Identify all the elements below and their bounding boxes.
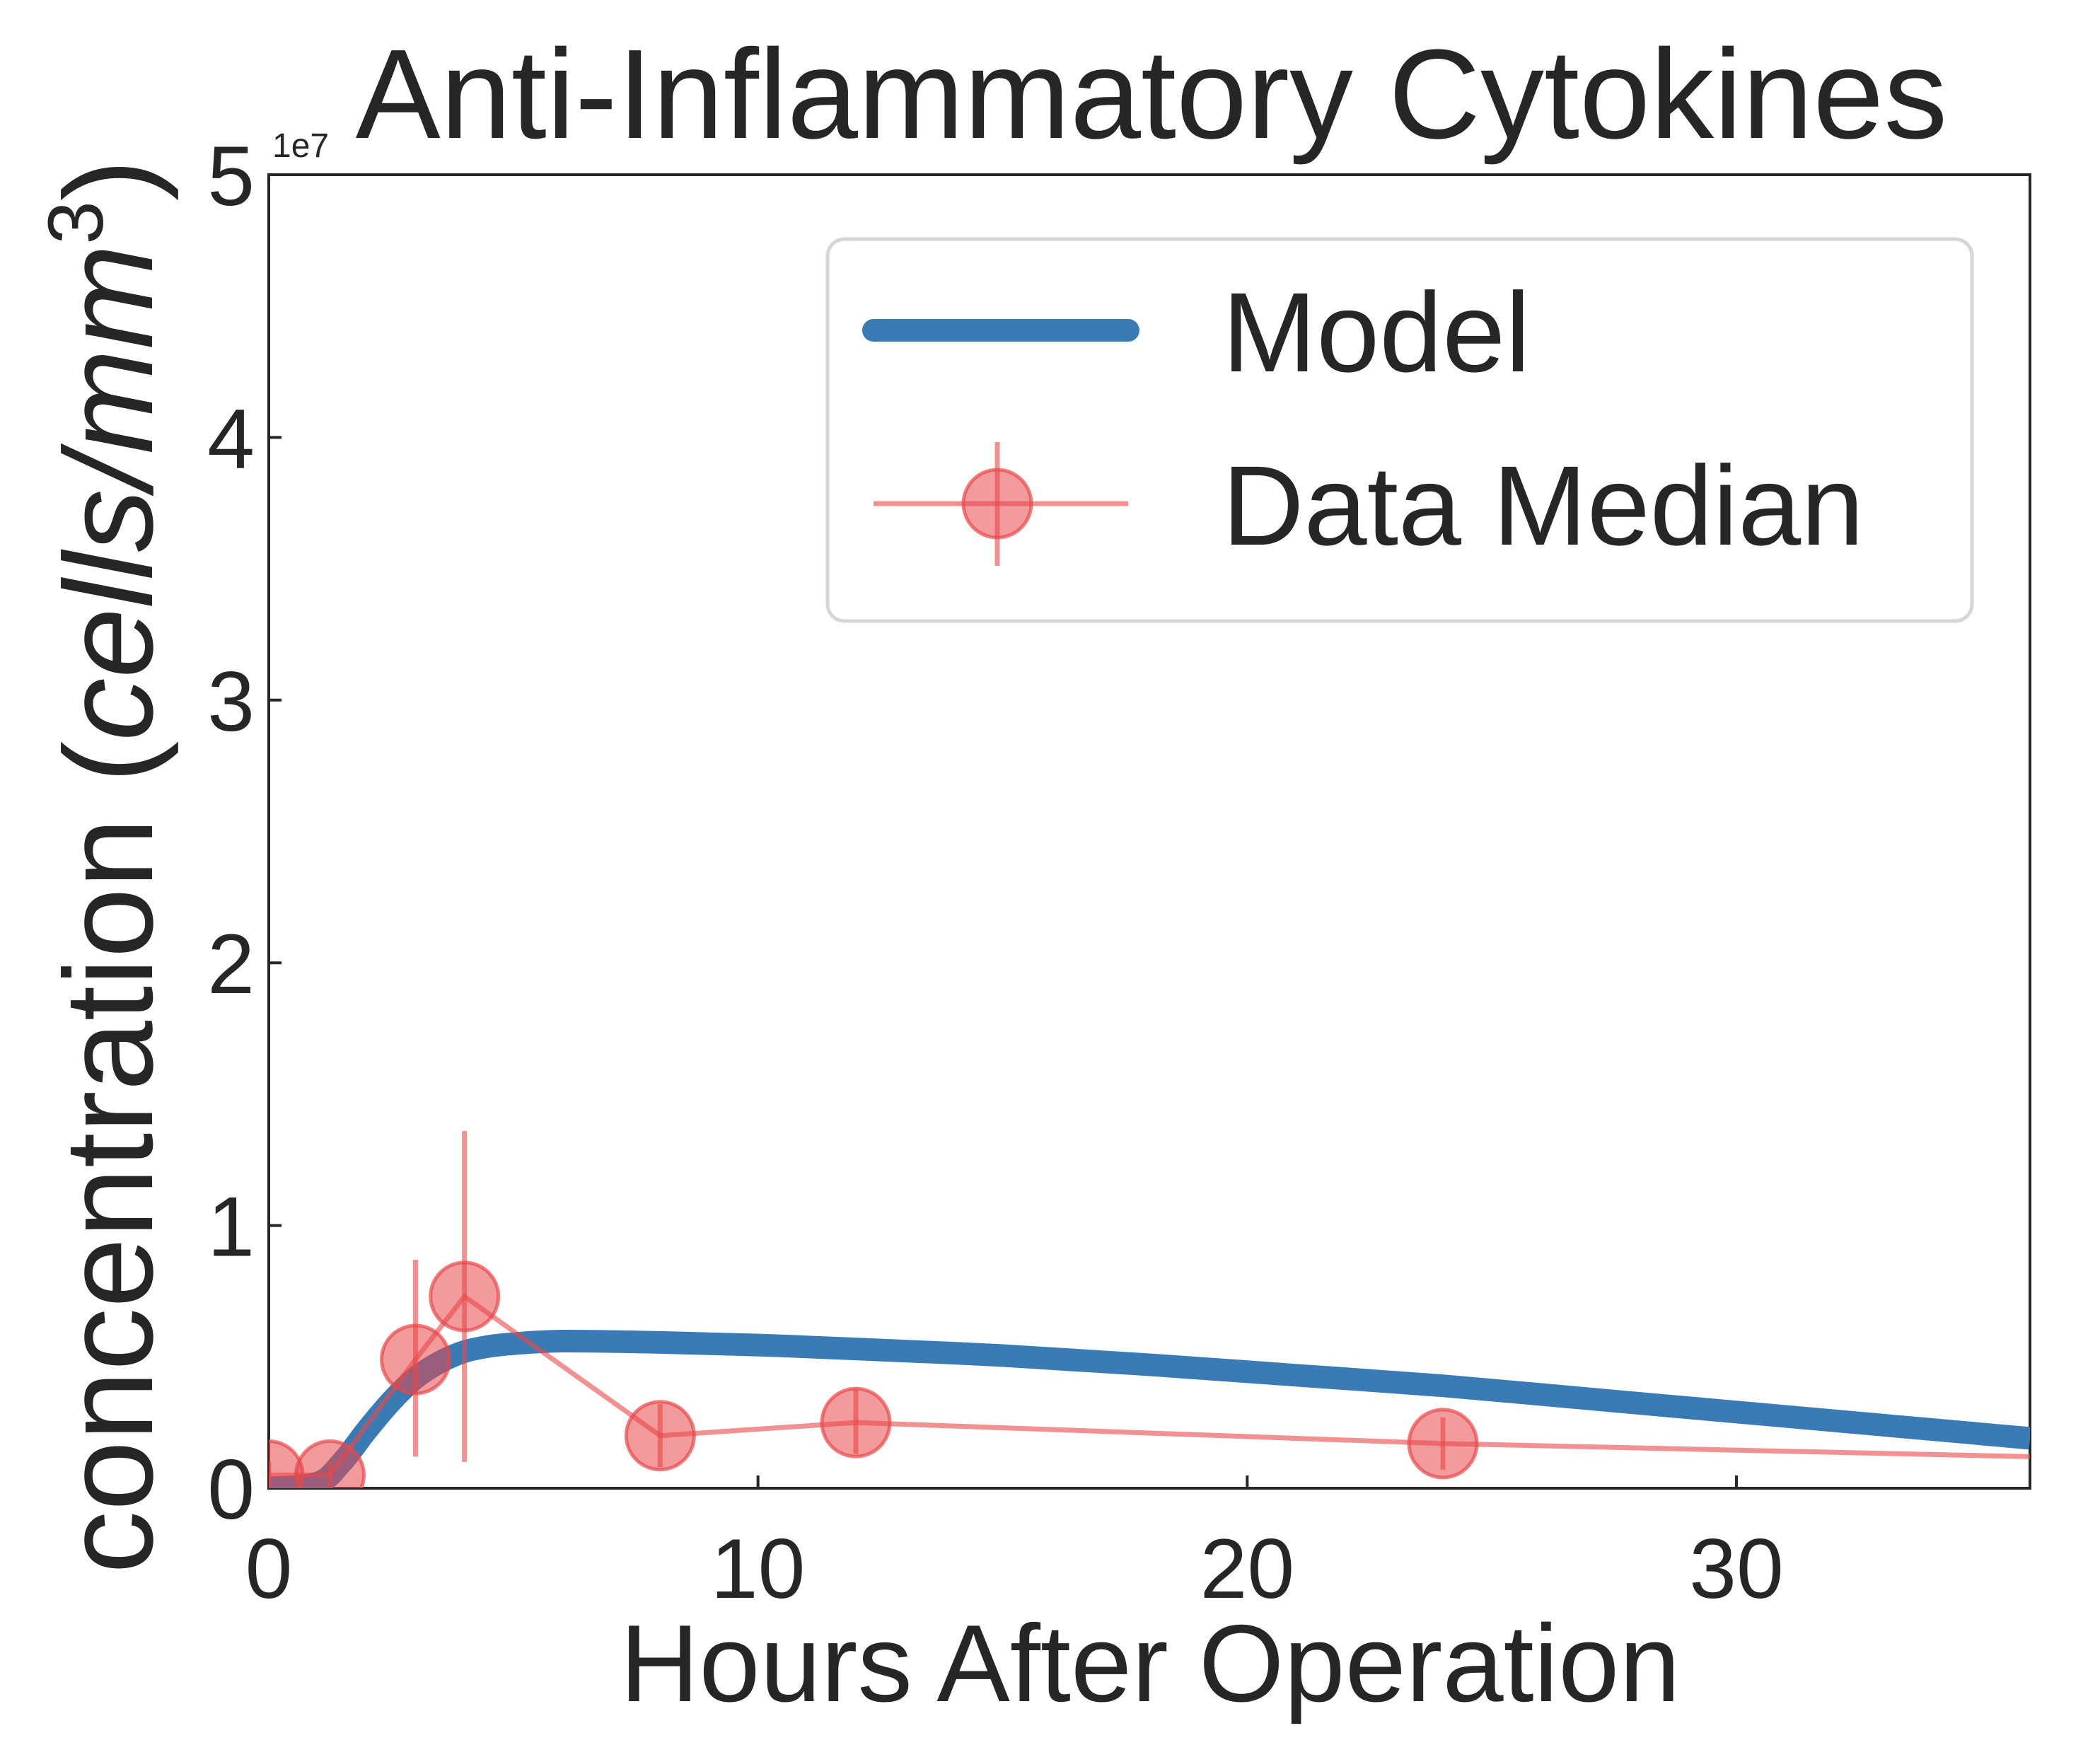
y-tick-label: 4	[207, 391, 255, 486]
data-median-line	[269, 1293, 2030, 1478]
data-point	[294, 1439, 366, 1488]
y-axis-label-close: )	[38, 159, 179, 201]
x-tick-label: 20	[1200, 1521, 1294, 1616]
y-offset-text: 1e7	[272, 127, 329, 165]
data-point	[1407, 1408, 1479, 1480]
y-tick-label: 2	[207, 917, 255, 1011]
data-point	[820, 1386, 892, 1459]
y-axis-label-main: concentration (	[38, 741, 179, 1574]
x-tick-label: 10	[711, 1521, 805, 1616]
legend-model-label: Model	[1222, 269, 1531, 395]
legend-data-label: Data Median	[1222, 442, 1864, 569]
plot-frame	[267, 173, 2031, 1490]
legend: Model Data Median	[825, 237, 1974, 623]
y-axis-label-sup: 3	[33, 201, 120, 244]
data-point	[429, 1260, 501, 1333]
y-axis-label-italic: cells/mm	[38, 244, 179, 741]
model-line	[269, 1329, 2030, 1488]
y-axis-label: concentration (cells/mm3)	[33, 159, 179, 1574]
y-tick-label: 0	[207, 1442, 255, 1537]
x-tick-label: 0	[245, 1521, 293, 1616]
x-tick-label: 30	[1689, 1521, 1783, 1616]
legend-data-swatch-marker	[961, 468, 1033, 540]
data-point	[624, 1400, 696, 1472]
y-tick-label: 5	[207, 129, 255, 224]
y-tick-label: 1	[207, 1180, 255, 1275]
data-point	[380, 1323, 451, 1396]
chart-title: Anti-Inflammatory Cytokines	[356, 23, 1948, 166]
series-group	[269, 1130, 2030, 1488]
y-tick-label: 3	[207, 654, 255, 749]
x-axis-label: Hours After Operation	[620, 1602, 1680, 1724]
plot-area: 0 10 20 30 0 1 2 3 4 5	[207, 129, 2031, 1616]
